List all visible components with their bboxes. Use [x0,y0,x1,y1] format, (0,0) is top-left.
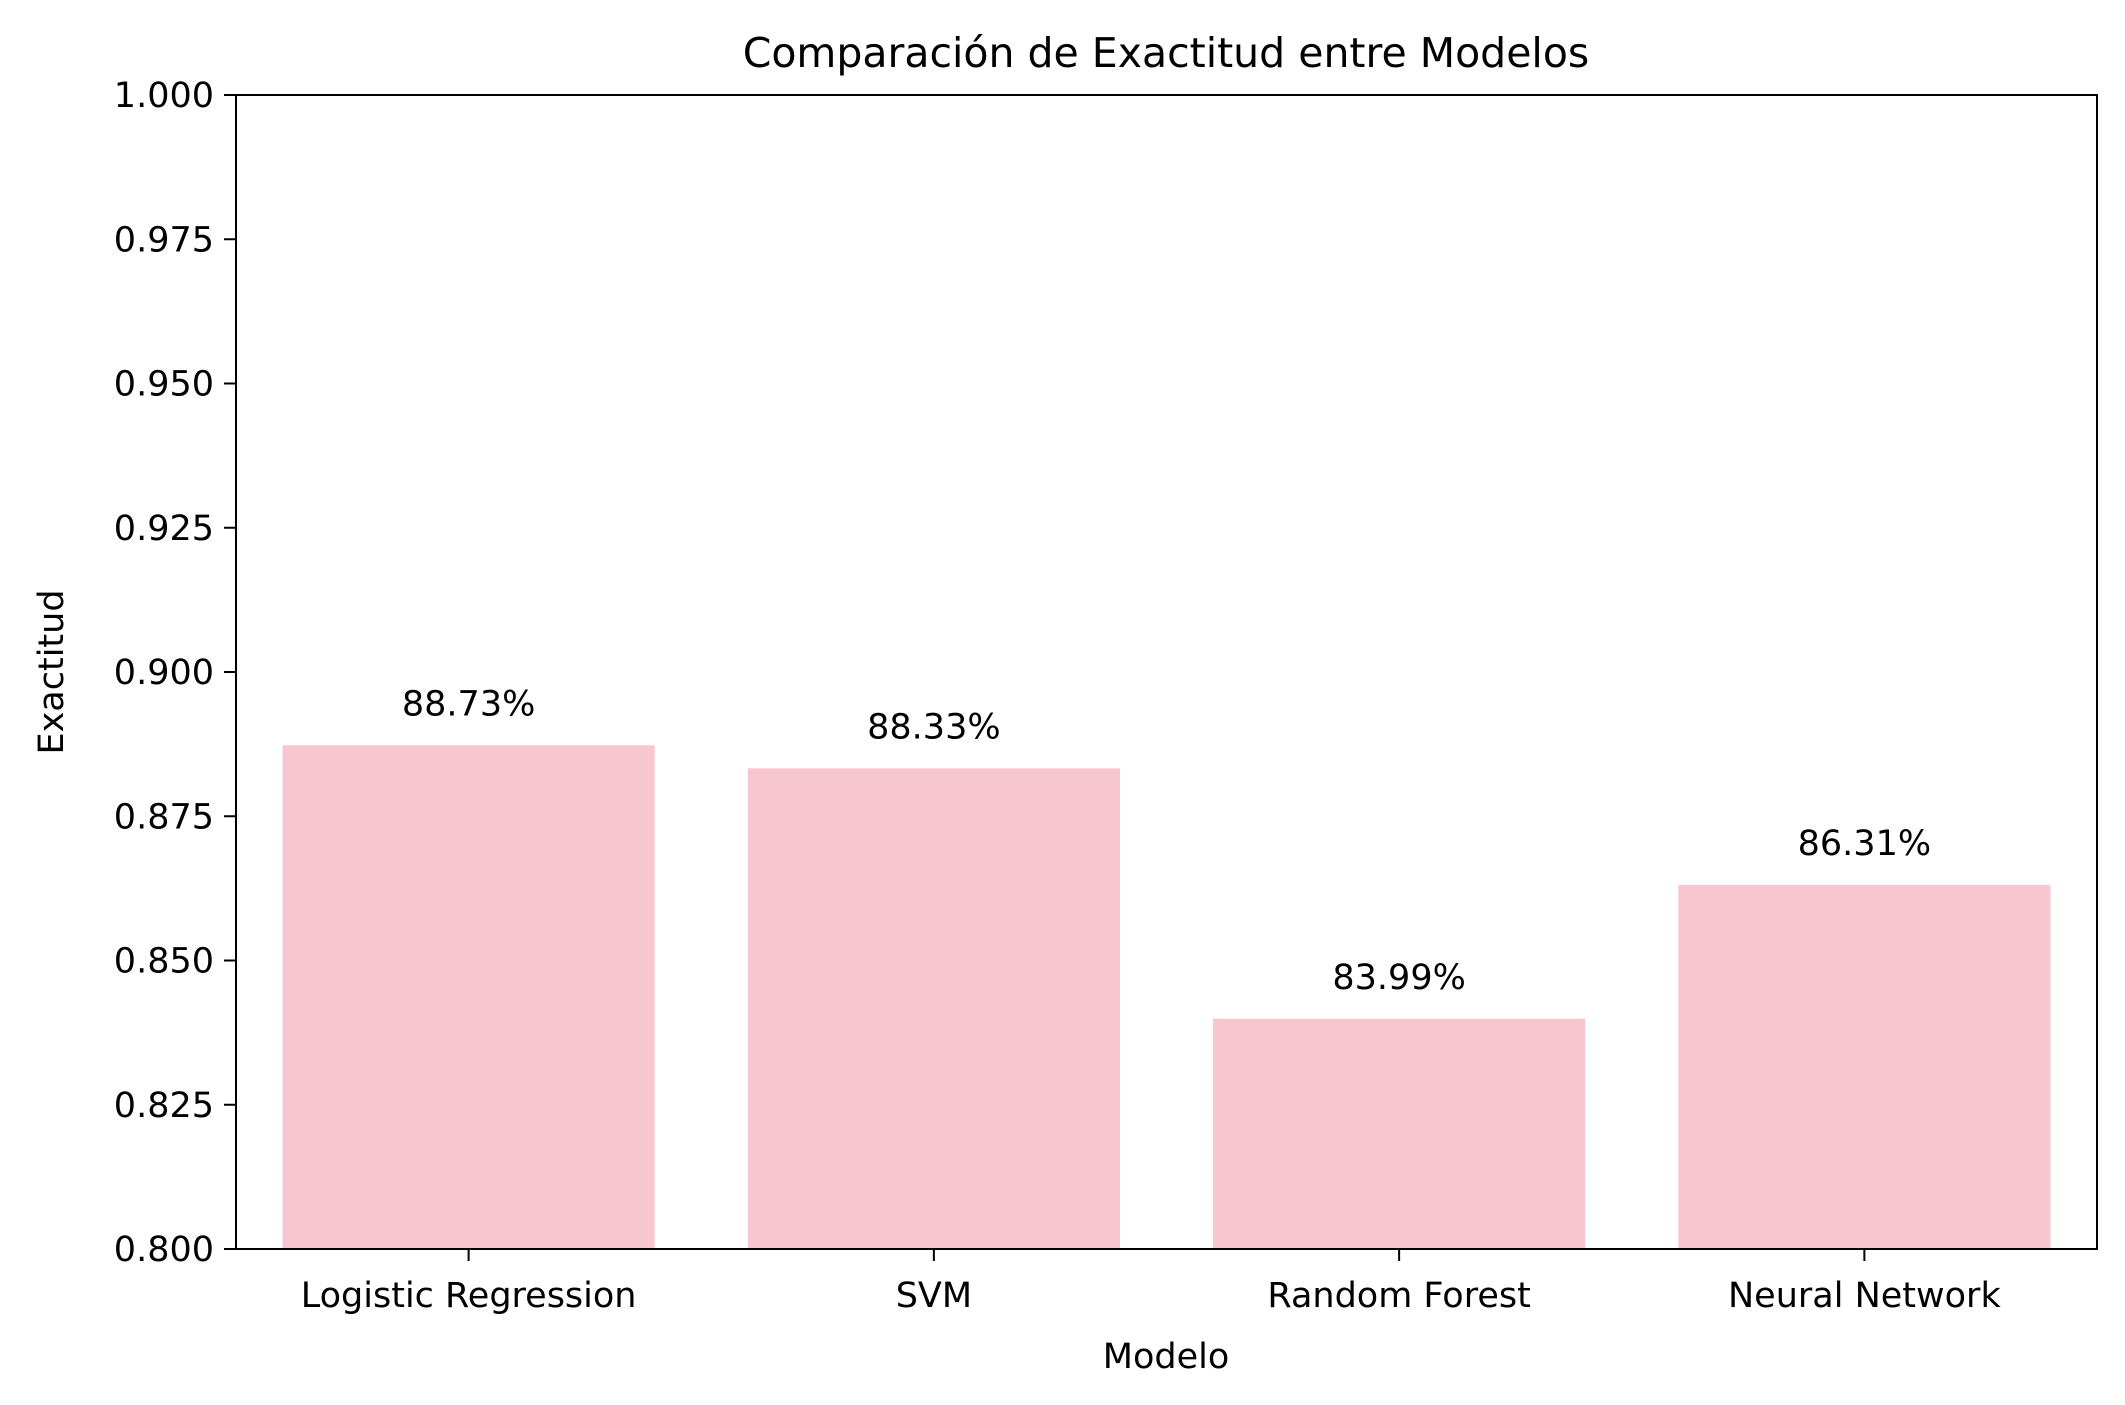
data-label: 86.31% [1798,824,1931,864]
y-tick-label: 1.000 [114,76,214,116]
x-tick-label: SVM [896,1276,972,1316]
bar [1213,1018,1586,1249]
x-tick-label: Random Forest [1267,1276,1530,1316]
x-tick-label: Neural Network [1728,1276,2001,1316]
y-tick-label: 0.850 [114,942,214,982]
bar [747,768,1120,1249]
y-tick-label: 0.800 [114,1230,214,1270]
y-axis-ticks: 0.800 0.825 0.850 0.875 0.900 0.925 0.950 0.975… [114,76,236,1270]
data-label: 83.99% [1332,958,1465,998]
data-labels-group: 88.73% 88.33% 83.99% 86.31% [402,684,1931,997]
y-tick-label: 0.925 [114,509,214,549]
plot-frame [235,94,2098,1250]
data-label: 88.73% [402,684,535,724]
chart-title: Comparación de Exactitud entre Modelos [743,29,1590,77]
data-label: 88.33% [867,707,1000,747]
y-axis-label: Exactitud [32,589,72,754]
x-axis-label: Modelo [1103,1337,1230,1377]
x-axis-ticks: Logistic Regression SVM Random Forest Neura… [301,1249,2001,1316]
y-tick-label: 0.975 [114,220,214,260]
y-tick-label: 0.950 [114,365,214,405]
y-tick-label: 0.900 [114,653,214,693]
bar [282,745,655,1249]
y-tick-label: 0.825 [114,1086,214,1126]
x-tick-label: Logistic Regression [301,1276,637,1316]
y-tick-label: 0.875 [114,797,214,837]
bar [1678,884,2051,1249]
bars-group [282,745,2051,1249]
